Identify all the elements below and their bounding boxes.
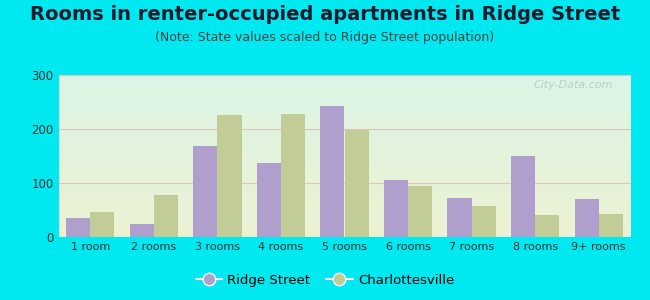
Bar bbox=[384, 180, 408, 237]
Bar bbox=[408, 186, 432, 237]
Bar bbox=[599, 214, 623, 237]
Bar bbox=[447, 198, 472, 237]
Bar bbox=[90, 212, 114, 237]
Bar bbox=[511, 156, 535, 237]
Bar bbox=[535, 215, 559, 237]
Bar bbox=[217, 116, 242, 237]
Text: Rooms in renter-occupied apartments in Ridge Street: Rooms in renter-occupied apartments in R… bbox=[30, 4, 620, 23]
Bar bbox=[344, 130, 369, 237]
Bar bbox=[575, 199, 599, 237]
Bar bbox=[154, 195, 178, 237]
Bar bbox=[66, 218, 90, 237]
Bar bbox=[130, 224, 154, 237]
Bar bbox=[257, 163, 281, 237]
Bar bbox=[193, 146, 217, 237]
Text: (Note: State values scaled to Ridge Street population): (Note: State values scaled to Ridge Stre… bbox=[155, 32, 495, 44]
Bar bbox=[320, 106, 344, 237]
Legend: Ridge Street, Charlottesville: Ridge Street, Charlottesville bbox=[190, 268, 460, 292]
Bar bbox=[281, 114, 305, 237]
Text: City-Data.com: City-Data.com bbox=[534, 80, 614, 90]
Bar bbox=[472, 206, 496, 237]
